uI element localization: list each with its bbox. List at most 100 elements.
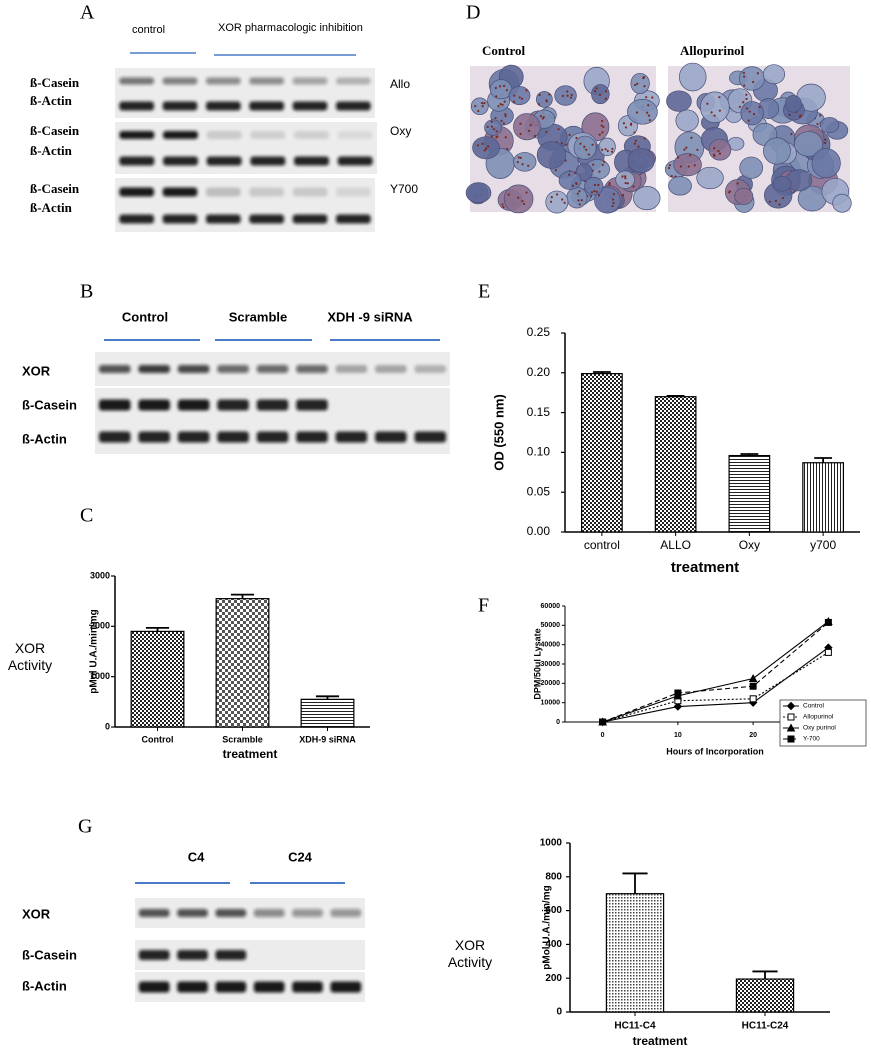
series-line [602,651,829,723]
blot-band [177,981,208,993]
x-tick-label: Control [142,734,174,744]
legend-label: Y-700 [803,736,820,743]
group-label: control [132,24,165,36]
blot-background [115,178,375,206]
granule [647,114,651,117]
granule [561,94,565,98]
cell [811,148,841,179]
granule [570,93,573,96]
cell [584,176,604,196]
granule [519,156,522,159]
blot-band [206,101,241,111]
granule [728,190,732,193]
cell [740,101,764,126]
blot-strip [115,68,375,94]
granule [667,166,671,170]
cell [832,193,852,213]
marker [749,695,757,703]
blot-band [119,156,155,166]
granule [495,95,498,98]
blot-band [162,187,198,197]
granule [550,196,553,199]
x-tick-label: y700 [810,538,836,552]
error-bar [622,872,648,894]
blot-band [414,431,447,443]
marker [786,701,796,711]
y-tick-label: 50000 [541,622,561,629]
x-axis-label: Hours of Incorporation [666,746,764,756]
granule [745,93,748,96]
granule [788,113,791,116]
granule [601,119,604,123]
legend-label: Control [803,703,825,710]
blot-band [119,77,154,85]
x-tick-label: HC11-C24 [742,1021,789,1032]
cell [536,141,567,169]
treatment-label: Allo [390,77,410,91]
granule [490,125,493,128]
y-tick-label: 1000 [90,671,110,681]
x-axis-label: treatment [671,559,739,576]
y-tick-label: 0.25 [527,325,551,339]
cell [772,176,792,192]
group-label: Scramble [229,309,288,324]
granule [600,148,604,151]
blot-band [375,431,407,443]
y-tick-label: 0 [556,719,560,726]
granule [624,126,628,129]
blot-band [414,365,447,373]
granule [710,111,713,114]
granule [624,175,627,178]
blot-band [138,399,170,411]
y-tick-label: 10000 [541,700,561,707]
group-label: C24 [288,849,313,864]
blot-band [138,365,170,373]
granule [527,164,530,167]
granule [568,133,571,137]
cell [630,72,650,94]
blot-strip [115,206,375,232]
granule [483,149,486,152]
granule [768,200,771,204]
cell [513,113,541,141]
granule [485,147,488,150]
row-label: XOR [22,906,51,921]
blot-band [330,981,362,993]
granule [598,170,601,173]
granule [538,93,541,97]
granule [502,205,505,209]
x-tick-label: Oxy [739,538,760,552]
granule [486,125,489,128]
blot-band [292,909,323,917]
x-tick-label: control [584,538,620,552]
granule [706,102,709,105]
cell [627,148,655,174]
x-tick-label: 20 [749,732,757,739]
granule [476,144,480,147]
marker [749,682,757,690]
cell [675,109,699,132]
bar [728,454,771,533]
cell [819,117,840,134]
blot-band [217,365,249,373]
blot-band [177,909,208,917]
blot-band [119,214,154,224]
blot-band [177,431,210,443]
granule [752,80,755,84]
granule [545,99,548,102]
blot-band [256,365,289,373]
cell [566,186,588,209]
blot-band [335,365,368,373]
blot-band [206,214,241,224]
blot-band [138,431,170,443]
cell [627,98,658,125]
blot-background [115,206,375,232]
micrograph [664,62,852,213]
blot-band [163,131,198,139]
granule [579,142,582,145]
cell [696,166,724,190]
granule [597,194,601,197]
granule [598,93,602,96]
granule [602,125,605,128]
x-tick-label: 10 [674,732,682,739]
